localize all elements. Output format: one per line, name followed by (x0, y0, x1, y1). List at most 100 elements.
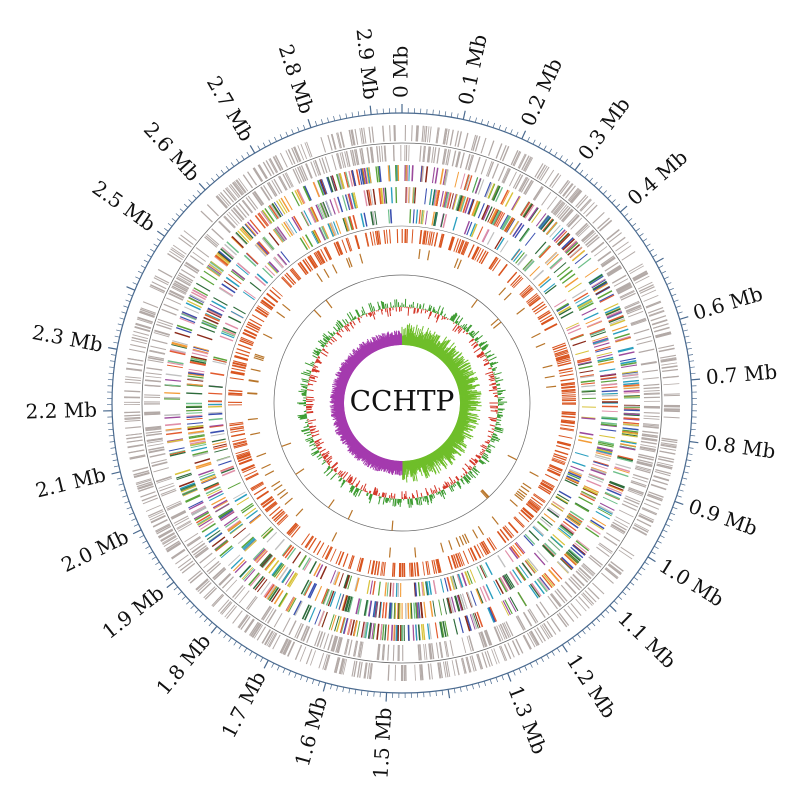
gc-bar (418, 497, 421, 506)
cog-mark (603, 303, 619, 311)
cog-mark (338, 573, 344, 587)
gene-mark (457, 552, 464, 567)
cog-mark (529, 583, 541, 598)
gene-mark (193, 545, 207, 556)
cog-mark (219, 286, 234, 297)
gene-mark (376, 643, 380, 660)
cog-mark (560, 311, 574, 319)
gene-mark (618, 549, 633, 560)
gene-mark (225, 579, 238, 592)
axis-tick (600, 613, 605, 618)
cog-mark (433, 189, 438, 206)
gc-bar (330, 332, 334, 337)
gene-mark (504, 525, 515, 537)
gene-mark (562, 183, 573, 197)
cog-mark (198, 518, 213, 528)
gene-mark (446, 149, 451, 166)
gc-bar (364, 490, 367, 492)
gene-mark (610, 524, 626, 534)
cog-mark (477, 203, 485, 219)
cog-mark (203, 316, 219, 325)
gc-bar (321, 461, 327, 465)
gene-mark (507, 642, 515, 658)
gene-mark (663, 383, 680, 386)
skew-bar (404, 327, 406, 346)
skew-bar (346, 437, 356, 446)
gene-mark (422, 145, 425, 162)
skew-bar (440, 347, 452, 360)
skew-bar (454, 371, 474, 381)
cog-mark (213, 445, 228, 450)
cog-mark (512, 222, 523, 237)
cog-mark (568, 548, 582, 561)
gene-mark (335, 241, 342, 256)
gene-mark (660, 354, 676, 359)
gene-mark (662, 368, 679, 373)
skew-bar (362, 450, 370, 460)
cog-mark (493, 580, 502, 596)
gene-mark (332, 635, 338, 652)
gene-mark (175, 554, 189, 565)
gene-mark (335, 550, 342, 565)
cog-mark (283, 195, 293, 211)
axis-tick (137, 270, 143, 274)
skew-bar (459, 393, 469, 396)
gene-mark (308, 537, 317, 551)
cog-mark (440, 578, 445, 593)
gc-bar (454, 315, 461, 324)
gc-bar (431, 494, 434, 500)
gene-mark (205, 235, 219, 247)
cog-mark (275, 565, 286, 579)
gene-mark (559, 373, 574, 377)
gc-bar (488, 443, 496, 448)
gc-bar (317, 446, 322, 450)
gene-mark (343, 638, 349, 655)
feature-mark (282, 303, 291, 312)
axis-tick (322, 682, 327, 692)
cog-mark (348, 215, 355, 230)
skew-bar (371, 336, 379, 351)
cog-mark (469, 223, 477, 237)
skew-bar (412, 459, 418, 482)
gc-bar (453, 322, 455, 325)
gene-mark (645, 498, 661, 506)
skew-bar (334, 415, 346, 419)
axis-tick (194, 609, 199, 614)
axis-tick (629, 581, 635, 586)
cog-mark (496, 212, 506, 228)
cog-mark (189, 437, 206, 443)
cog-mark (260, 210, 272, 225)
gene-mark (425, 561, 429, 576)
gene-mark (272, 156, 281, 172)
cog-mark (256, 242, 269, 256)
axis-tick (435, 690, 437, 697)
gene-mark (503, 643, 512, 660)
gene-mark (150, 345, 167, 351)
axis-tick (676, 495, 682, 498)
cog-mark (352, 215, 357, 229)
cog-mark (594, 345, 611, 352)
skew-bar (455, 423, 474, 431)
cog-mark (330, 175, 337, 192)
gc-bar (479, 354, 486, 359)
scale-label: 0.8 Mb (703, 430, 777, 463)
skew-bar (366, 452, 373, 463)
skew-bar (369, 342, 376, 353)
cog-mark (252, 575, 264, 590)
skew-bar (449, 360, 463, 371)
skew-bar (336, 382, 347, 387)
gene-mark (266, 609, 277, 624)
cog-mark (531, 582, 542, 597)
gene-mark (189, 255, 204, 266)
skew-bar (341, 366, 353, 374)
skew-bar (459, 409, 470, 412)
cog-mark (422, 581, 426, 596)
cog-mark (277, 253, 288, 266)
gene-mark (539, 483, 553, 492)
gc-bar (428, 311, 432, 320)
cog-mark (592, 337, 609, 344)
gene-mark (603, 536, 618, 546)
axis-tick (465, 685, 468, 691)
cog-mark (504, 217, 514, 232)
cog-mark (623, 389, 640, 393)
